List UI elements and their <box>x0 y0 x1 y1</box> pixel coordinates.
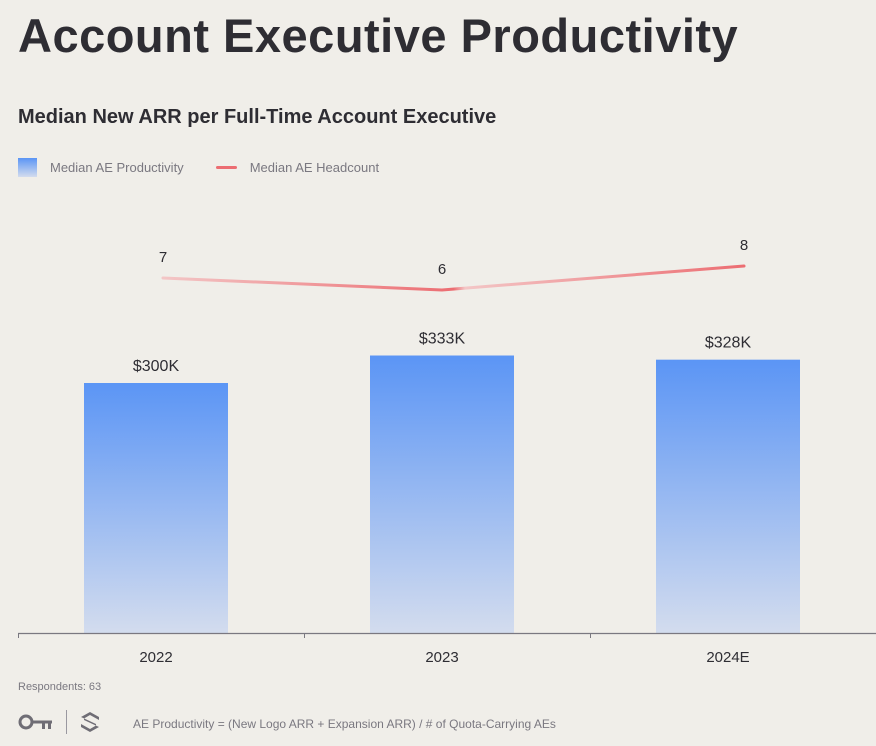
bar-2023 <box>370 355 514 633</box>
line-value-label: 7 <box>159 249 167 266</box>
page-title: Account Executive Productivity <box>18 9 739 62</box>
formula-note: AE Productivity = (New Logo ARR + Expans… <box>133 717 556 731</box>
legend-label-headcount: Median AE Headcount <box>249 160 380 175</box>
line-value-label: 6 <box>438 261 446 278</box>
key-logo-icon <box>18 714 52 730</box>
headcount-line <box>161 264 746 292</box>
chart-legend: Median AE Productivity Median AE Headcou… <box>18 158 411 177</box>
x-tick-label: 2022 <box>139 649 172 666</box>
x-tick-label: 2023 <box>425 649 458 666</box>
logo-divider <box>66 710 67 734</box>
footer-logos <box>18 710 101 734</box>
respondents-note: Respondents: 63 <box>18 681 102 693</box>
bar-value-label: $328K <box>705 335 752 352</box>
line-value-label: 8 <box>740 237 748 254</box>
legend-bar-swatch <box>18 158 37 177</box>
bar-value-label: $300K <box>133 358 180 375</box>
legend-item-headcount: Median AE Headcount <box>215 160 380 175</box>
legend-item-productivity: Median AE Productivity <box>18 158 184 177</box>
legend-line-swatch <box>215 166 237 169</box>
s-logo-icon <box>81 712 99 732</box>
bar-2022 <box>84 383 228 633</box>
bar-value-label: $333K <box>419 331 466 348</box>
chart-subtitle: Median New ARR per Full-Time Account Exe… <box>18 106 497 128</box>
legend-label-productivity: Median AE Productivity <box>50 160 184 175</box>
x-tick-label: 2024E <box>706 649 749 666</box>
bar-2024E <box>656 359 800 633</box>
